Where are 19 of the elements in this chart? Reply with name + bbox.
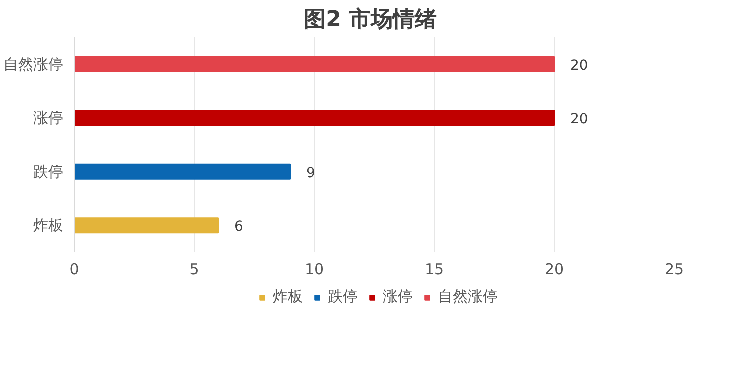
- legend-label: 跌停: [328, 288, 358, 306]
- legend-label: 炸板: [273, 288, 303, 306]
- x-tick-label: 10: [304, 260, 324, 278]
- data-label: 6: [234, 219, 244, 236]
- y-tick-label: 炸板: [34, 216, 64, 235]
- legend-label: 自然涨停: [438, 288, 498, 306]
- x-tick-label: 0: [70, 260, 80, 278]
- chart-title: 图2 市场情绪: [304, 6, 438, 32]
- x-tick-label: 20: [544, 260, 564, 278]
- data-label: 9: [306, 165, 316, 182]
- y-tick-label: 跌停: [34, 162, 64, 181]
- y-tick-label: 自然涨停: [4, 55, 64, 74]
- x-tick-label: 15: [424, 260, 444, 278]
- y-tick-label: 涨停: [34, 109, 64, 128]
- x-tick-label: 25: [664, 260, 684, 278]
- data-label: 20: [570, 58, 588, 74]
- data-label: 20: [570, 112, 588, 128]
- x-tick-label: 5: [190, 260, 200, 278]
- legend-label: 涨停: [383, 288, 413, 306]
